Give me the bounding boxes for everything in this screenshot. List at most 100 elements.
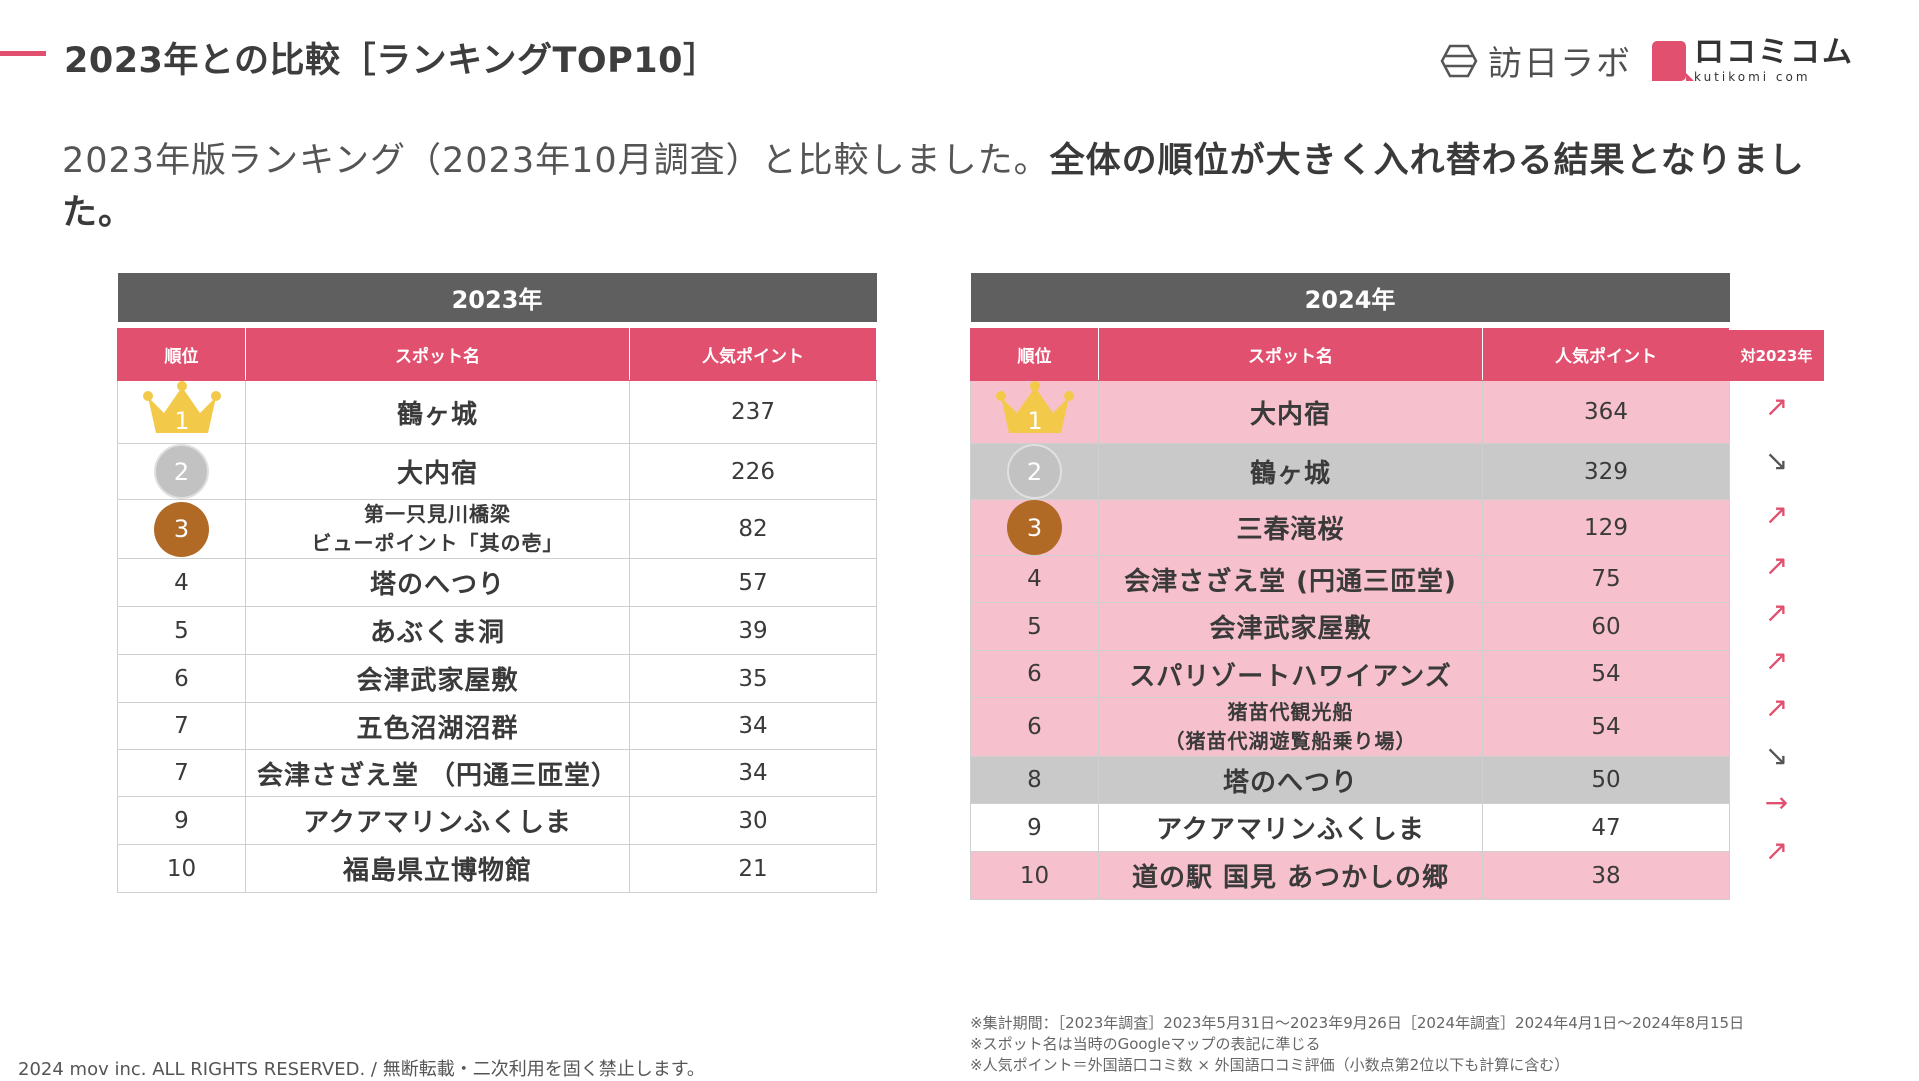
points-cell: 50 — [1482, 756, 1730, 804]
houjin-lab-logo: 訪日ラボ — [1440, 36, 1632, 85]
points-cell: 82 — [629, 499, 877, 559]
rank-cell: 3 — [970, 499, 1099, 556]
points-cell: 39 — [629, 606, 877, 655]
points-cell: 75 — [1482, 555, 1730, 603]
table-row: 4 会津さざえ堂 (円通三匝堂) 75 — [970, 555, 1730, 603]
table-row: 5 会津武家屋敷 60 — [970, 602, 1730, 651]
silver-medal-icon: 2 — [154, 444, 209, 499]
intro-text: 2023年版ランキング（2023年10月調査）と比較しました。全体の順位が大きく… — [62, 135, 1842, 239]
points-cell: 34 — [629, 702, 877, 750]
spot-name-cell: 会津さざえ堂 (円通三匝堂) — [1098, 555, 1483, 603]
table-row: 10 道の駅 国見 あつかしの郷 38 — [970, 851, 1730, 900]
spot-name-cell: 会津武家屋敷 — [245, 654, 630, 703]
table-year-heading: 2023年 — [117, 273, 877, 322]
intro-plain: 2023年版ランキング（2023年10月調査）と比較しました。 — [62, 141, 1050, 181]
points-cell: 129 — [1482, 499, 1730, 556]
gold-crown-icon: 1 — [142, 381, 221, 435]
kutikomi-logo: ロコミコム kutikomi com — [1652, 38, 1854, 83]
rank-cell: 6 — [970, 697, 1099, 757]
vs-2023-header: 対2023年 — [1729, 330, 1824, 381]
trend-arrow-icon: ↗ — [1764, 548, 1789, 582]
rank-cell: 4 — [970, 555, 1099, 603]
table-row: 2 鶴ヶ城 329 — [970, 443, 1730, 500]
lab-hexagon-icon — [1440, 44, 1478, 77]
points-cell: 60 — [1482, 602, 1730, 651]
points-cell: 364 — [1482, 380, 1730, 444]
note-line: ※スポット名は当時のGoogleマップの表記に準じる — [970, 1035, 1321, 1053]
note-line: ※集計期間：［2023年調査］2023年5月31日〜2023年9月26日［202… — [970, 1014, 1745, 1032]
points-cell: 21 — [629, 844, 877, 893]
rank-cell: 6 — [970, 650, 1099, 698]
spot-name-cell: 第一只見川橋梁 ビューポイント「其の壱」 — [245, 499, 630, 559]
rank-cell: 9 — [117, 796, 246, 845]
table-row: 10 福島県立博物館 21 — [117, 844, 877, 893]
bronze-medal-icon: 3 — [154, 501, 209, 557]
spot-name-cell: アクアマリンふくしま — [1098, 803, 1483, 852]
rank-cell: 10 — [970, 851, 1099, 900]
rank-cell: 5 — [117, 606, 246, 655]
spot-name-cell: 猪苗代観光船 （猪苗代湖遊覧船乗り場） — [1098, 697, 1483, 757]
bronze-medal-icon: 3 — [1007, 500, 1062, 555]
table-row: 6 スパリゾートハワイアンズ 54 — [970, 650, 1730, 698]
rank-cell: 4 — [117, 558, 246, 607]
table-row: 9 アクアマリンふくしま 30 — [117, 796, 877, 845]
spot-name-cell: アクアマリンふくしま — [245, 796, 630, 845]
table-row: 3 三春滝桜 129 — [970, 499, 1730, 556]
points-cell: 34 — [629, 749, 877, 797]
ranking-table-2024: 2024年 順位 スポット名 人気ポイント 1 大内宿 364 2 鶴ヶ城 329 3 三春滝… — [970, 273, 1730, 900]
table-row: 3 第一只見川橋梁 ビューポイント「其の壱」 82 — [117, 499, 877, 559]
spot-name-cell: 福島県立博物館 — [245, 844, 630, 893]
points-cell: 54 — [1482, 650, 1730, 698]
points-cell: 47 — [1482, 803, 1730, 852]
points-cell: 54 — [1482, 697, 1730, 757]
silver-medal-icon: 2 — [1007, 444, 1062, 499]
spot-name-cell: あぶくま洞 — [245, 606, 630, 655]
spot-name-cell: 大内宿 — [245, 443, 630, 500]
ranking-table-2023: 2023年 順位 スポット名 人気ポイント 1 鶴ヶ城 237 2 大内宿 226 3 第一只… — [117, 273, 877, 893]
notes: ※集計期間：［2023年調査］2023年5月31日〜2023年9月26日［202… — [970, 1013, 1744, 1076]
spot-name-cell: 道の駅 国見 あつかしの郷 — [1098, 851, 1483, 900]
trend-arrow-icon: ↗ — [1764, 834, 1789, 867]
rank-cell: 7 — [117, 702, 246, 750]
note-line: ※人気ポイント＝外国語口コミ数 × 外国語口コミ評価（小数点第2位以下も計算に含… — [970, 1056, 1570, 1074]
rank-cell: 8 — [970, 756, 1099, 804]
table-row: 7 会津さざえ堂 （円通三匝堂） 34 — [117, 749, 877, 797]
points-cell: 237 — [629, 380, 877, 444]
column-header-rank: 順位 — [970, 328, 1099, 381]
rank-cell: 7 — [117, 749, 246, 797]
trend-arrow-icon: ↗ — [1764, 691, 1789, 724]
rank-cell: 2 — [970, 443, 1099, 500]
svg-text:1: 1 — [174, 407, 189, 435]
table-row: 1 大内宿 364 — [970, 380, 1730, 444]
points-cell: 57 — [629, 558, 877, 607]
table-row: 9 アクアマリンふくしま 47 — [970, 803, 1730, 852]
table-row: 5 あぶくま洞 39 — [117, 606, 877, 655]
copyright-footer: 2024 mov inc. ALL RIGHTS RESERVED. / 無断転… — [18, 1059, 705, 1080]
trend-arrow-icon: → — [1764, 786, 1789, 819]
rank-cell: 5 — [970, 602, 1099, 651]
points-cell: 329 — [1482, 443, 1730, 500]
column-header-points: 人気ポイント — [1482, 328, 1730, 381]
kutikomi-mark-icon — [1652, 40, 1694, 81]
spot-name-cell: 会津武家屋敷 — [1098, 602, 1483, 651]
spot-name-cell: 会津さざえ堂 （円通三匝堂） — [245, 749, 630, 797]
table-row: 4 塔のへつり 57 — [117, 558, 877, 607]
table-row: 7 五色沼湖沼群 34 — [117, 702, 877, 750]
intro-bold: 全体の順位が大きく入れ替わる結果となりました。 — [62, 141, 1805, 233]
trend-arrow-icon: ↗ — [1764, 390, 1789, 423]
column-header-points: 人気ポイント — [629, 328, 877, 381]
spot-name-cell: 鶴ヶ城 — [245, 380, 630, 444]
spot-name-cell: 鶴ヶ城 — [1098, 443, 1483, 500]
column-header-spot: スポット名 — [1098, 328, 1483, 381]
column-header-rank: 順位 — [117, 328, 246, 381]
spot-name-cell: 大内宿 — [1098, 380, 1483, 444]
rank-cell: 3 — [117, 499, 246, 559]
spot-name-cell: スパリゾートハワイアンズ — [1098, 650, 1483, 698]
spot-name-cell: 五色沼湖沼群 — [245, 702, 630, 750]
rank-cell: 1 — [970, 380, 1099, 444]
spot-name-cell: 塔のへつり — [245, 558, 630, 607]
table-row: 2 大内宿 226 — [117, 443, 877, 500]
trend-arrow-icon: ↘ — [1764, 738, 1789, 772]
svg-text:1: 1 — [1027, 407, 1042, 435]
column-header-spot: スポット名 — [245, 328, 630, 381]
